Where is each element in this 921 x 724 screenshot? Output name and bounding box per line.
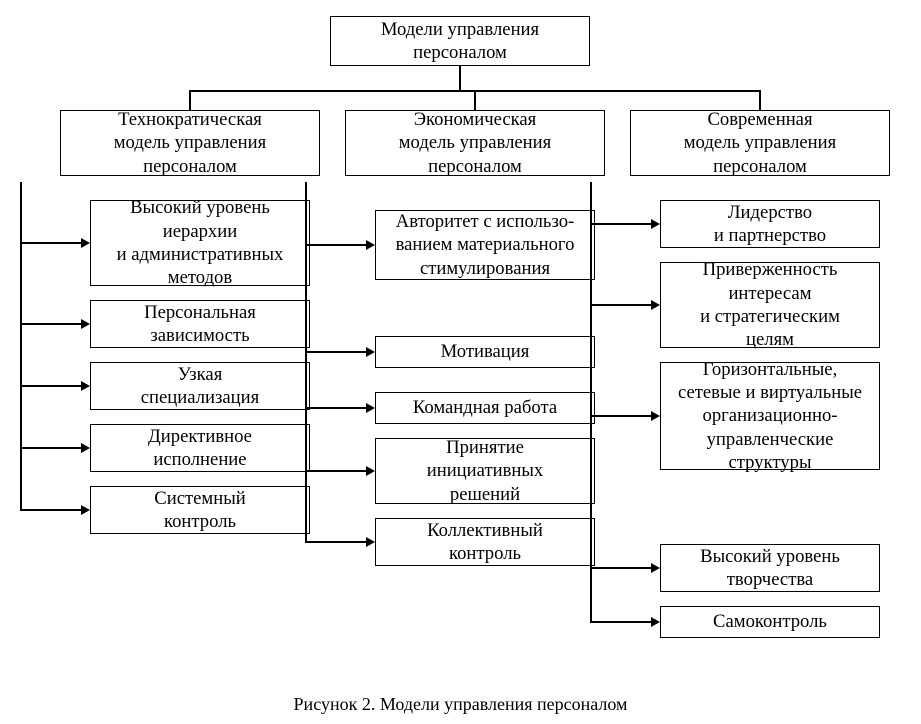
figure-caption: Рисунок 2. Модели управления персоналом xyxy=(0,694,921,715)
item-2-3: Высокий уровень творчества xyxy=(660,544,880,592)
conn-0-2 xyxy=(20,385,82,387)
spine-0 xyxy=(20,182,22,510)
arrow-1-0 xyxy=(366,240,375,250)
item-0-0: Высокий уровень иерархии и административ… xyxy=(90,200,310,286)
item-1-0: Авторитет с использо- ванием материально… xyxy=(375,210,595,280)
conn-0-3 xyxy=(20,447,82,449)
item-1-1: Мотивация xyxy=(375,336,595,368)
bus-drop-2 xyxy=(759,90,761,110)
root-node: Модели управления персоналом xyxy=(330,16,590,66)
conn-2-4 xyxy=(590,621,652,623)
conn-2-3 xyxy=(590,567,652,569)
conn-1-4 xyxy=(305,541,367,543)
arrow-2-1 xyxy=(651,300,660,310)
arrow-0-0 xyxy=(81,238,90,248)
item-1-3: Принятие инициативных решений xyxy=(375,438,595,504)
item-0-1: Персональная зависимость xyxy=(90,300,310,348)
conn-1-2 xyxy=(305,407,367,409)
item-2-2: Горизонтальные, сетевые и виртуальные ор… xyxy=(660,362,880,470)
spine-2 xyxy=(590,182,592,622)
item-1-4: Коллективный контроль xyxy=(375,518,595,566)
conn-2-2 xyxy=(590,415,652,417)
conn-2-1 xyxy=(590,304,652,306)
conn-2-0 xyxy=(590,223,652,225)
conn-1-1 xyxy=(305,351,367,353)
column-header-2: Современная модель управления персоналом xyxy=(630,110,890,176)
arrow-0-4 xyxy=(81,505,90,515)
arrow-2-0 xyxy=(651,219,660,229)
arrow-2-3 xyxy=(651,563,660,573)
column-header-0: Технократическая модель управления персо… xyxy=(60,110,320,176)
conn-0-4 xyxy=(20,509,82,511)
root-drop xyxy=(459,66,461,90)
arrow-1-4 xyxy=(366,537,375,547)
item-2-4: Самоконтроль xyxy=(660,606,880,638)
bus-drop-0 xyxy=(189,90,191,110)
item-0-4: Системный контроль xyxy=(90,486,310,534)
item-2-1: Приверженность интересам и стратегически… xyxy=(660,262,880,348)
arrow-0-2 xyxy=(81,381,90,391)
column-header-1: Экономическая модель управления персонал… xyxy=(345,110,605,176)
conn-0-0 xyxy=(20,242,82,244)
arrow-2-2 xyxy=(651,411,660,421)
item-1-2: Командная работа xyxy=(375,392,595,424)
bus-drop-1 xyxy=(474,90,476,110)
item-0-3: Директивное исполнение xyxy=(90,424,310,472)
conn-1-3 xyxy=(305,470,367,472)
arrow-2-4 xyxy=(651,617,660,627)
item-2-0: Лидерство и партнерство xyxy=(660,200,880,248)
item-0-2: Узкая специализация xyxy=(90,362,310,410)
arrow-1-3 xyxy=(366,466,375,476)
conn-0-1 xyxy=(20,323,82,325)
spine-1 xyxy=(305,182,307,542)
conn-1-0 xyxy=(305,244,367,246)
arrow-0-3 xyxy=(81,443,90,453)
arrow-0-1 xyxy=(81,319,90,329)
arrow-1-2 xyxy=(366,403,375,413)
arrow-1-1 xyxy=(366,347,375,357)
